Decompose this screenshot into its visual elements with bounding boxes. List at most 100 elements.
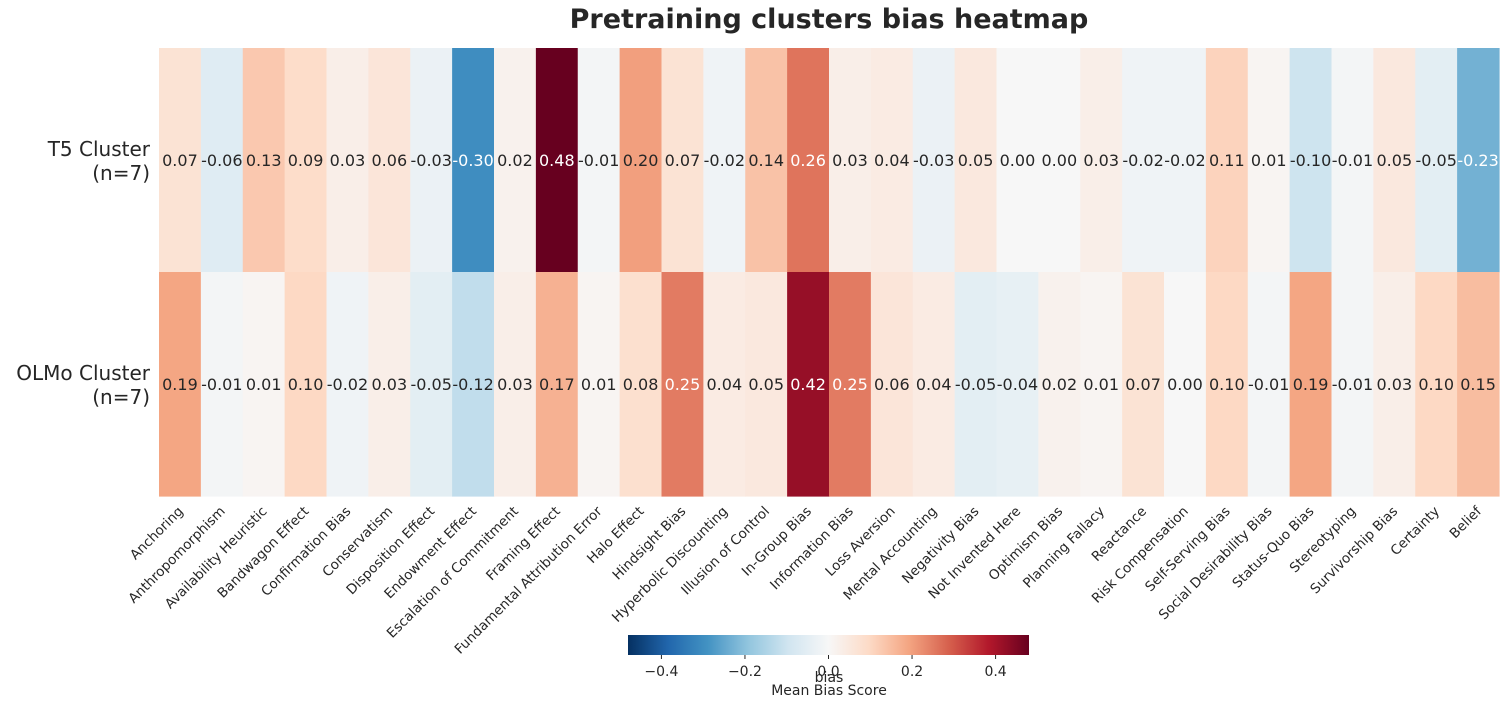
heatmap-cell — [703, 48, 746, 273]
heatmap-cell — [326, 48, 369, 273]
heatmap-cell — [1373, 272, 1416, 497]
cell-value-label: 0.10 — [1209, 375, 1245, 394]
colorbar-tick-label: 0.2 — [901, 664, 923, 680]
heatmap-cell — [1415, 272, 1458, 497]
heatmap-cell — [661, 272, 704, 497]
heatmap-cell — [829, 272, 872, 497]
heatmap-cell — [1289, 272, 1333, 497]
heatmap-cell — [1122, 48, 1165, 273]
heatmap-cell — [1164, 272, 1207, 497]
cell-value-label: -0.01 — [578, 151, 619, 170]
colorbar-label: bias — [815, 670, 844, 686]
cell-value-label: 0.04 — [874, 151, 910, 170]
heatmap-cell — [452, 272, 495, 497]
cell-value-label: -0.05 — [410, 375, 451, 394]
heatmap-cell — [912, 48, 956, 273]
cell-value-label: 0.00 — [1000, 151, 1036, 170]
colorbar-tick-label: −0.2 — [728, 664, 762, 680]
cell-value-label: 0.19 — [1293, 375, 1329, 394]
heatmap-cell — [200, 272, 244, 497]
cell-value-label: -0.04 — [997, 375, 1038, 394]
cell-value-label: 0.00 — [1167, 375, 1203, 394]
cell-value-label: 0.20 — [623, 151, 659, 170]
heatmap-cell — [577, 272, 621, 497]
cell-value-label: 0.01 — [1251, 151, 1287, 170]
column-label: Optimism Bias — [986, 504, 1067, 585]
cell-value-label: 0.05 — [748, 375, 784, 394]
colorbar-gradient — [628, 635, 1029, 655]
cell-value-label: 0.08 — [623, 375, 659, 394]
heatmap-cell — [954, 48, 998, 273]
heatmap-cell — [1038, 272, 1081, 497]
column-label: Belief — [1447, 503, 1486, 542]
heatmap-cell — [829, 48, 872, 273]
heatmap-cell — [1457, 48, 1500, 273]
heatmap-cell — [1038, 48, 1081, 273]
heatmap-cell — [619, 272, 663, 497]
colorbar-tick-label: −0.4 — [644, 664, 678, 680]
cell-value-label: 0.10 — [288, 375, 324, 394]
cell-value-label: -0.30 — [452, 151, 493, 170]
heatmap-cell — [1415, 48, 1458, 273]
column-label: Framing Effect — [483, 504, 563, 584]
cell-value-label: 0.42 — [790, 375, 826, 394]
cell-value-label: 0.04 — [707, 375, 743, 394]
heatmap-cell — [1205, 48, 1249, 273]
heatmap-cell — [577, 48, 621, 273]
heatmap-cell — [1080, 48, 1123, 273]
heatmap-cell — [368, 272, 411, 497]
heatmap-cell — [326, 272, 369, 497]
heatmap-cell — [661, 48, 704, 273]
heatmap-cell — [242, 272, 286, 497]
heatmap-cell — [745, 48, 788, 273]
cell-value-label: 0.00 — [1042, 151, 1078, 170]
heatmap-cell — [494, 48, 537, 273]
heatmap-cell — [452, 48, 495, 273]
cell-value-label: -0.02 — [327, 375, 368, 394]
heatmap-cell — [535, 272, 579, 497]
cell-value-label: -0.10 — [1290, 151, 1331, 170]
cell-value-label: -0.01 — [1332, 151, 1373, 170]
heatmap-cell — [159, 272, 202, 497]
heatmap-cell — [870, 272, 914, 497]
colorbar-subtitle: Mean Bias Score — [771, 683, 887, 699]
cell-value-label: 0.09 — [288, 151, 324, 170]
heatmap-cell — [368, 48, 411, 273]
heatmap-cell — [1373, 48, 1416, 273]
heatmap-cell — [535, 48, 579, 273]
heatmap-cell — [954, 272, 998, 497]
heatmap-cell — [1080, 272, 1123, 497]
cell-value-label: 0.02 — [497, 151, 533, 170]
heatmap-cell — [1331, 48, 1374, 273]
heatmap-cell — [410, 272, 453, 497]
cell-value-label: -0.05 — [1415, 151, 1456, 170]
heatmap-cell — [1164, 48, 1207, 273]
cell-value-label: -0.02 — [1164, 151, 1205, 170]
cell-value-label: 0.07 — [1125, 375, 1161, 394]
colorbar-tick-label: 0.4 — [984, 664, 1006, 680]
heatmap-cell — [703, 272, 746, 497]
heatmap-cell — [1247, 272, 1291, 497]
cell-value-label: 0.01 — [581, 375, 617, 394]
heatmap-cell — [1457, 272, 1500, 497]
cell-value-label: 0.05 — [1377, 151, 1413, 170]
heatmap-cell — [200, 48, 244, 273]
cell-value-label: 0.05 — [958, 151, 994, 170]
cell-value-label: 0.15 — [1460, 375, 1496, 394]
heatmap-cell — [870, 48, 914, 273]
cell-value-label: 0.03 — [1083, 151, 1119, 170]
cell-value-label: -0.01 — [1248, 375, 1289, 394]
cell-value-label: 0.03 — [372, 375, 408, 394]
cell-value-label: -0.12 — [452, 375, 493, 394]
heatmap-cell — [284, 272, 328, 497]
heatmap-cell — [1205, 272, 1249, 497]
heatmap-cell — [159, 48, 202, 273]
row-label: OLMo Cluster (n=7) — [16, 361, 150, 409]
cell-value-label: 0.26 — [790, 151, 826, 170]
cell-value-label: -0.01 — [201, 375, 242, 394]
cell-value-label: 0.01 — [1083, 375, 1119, 394]
heatmap-cell — [996, 48, 1039, 273]
heatmap-cell — [284, 48, 328, 273]
chart-title: Pretraining clusters bias heatmap — [570, 4, 1089, 35]
